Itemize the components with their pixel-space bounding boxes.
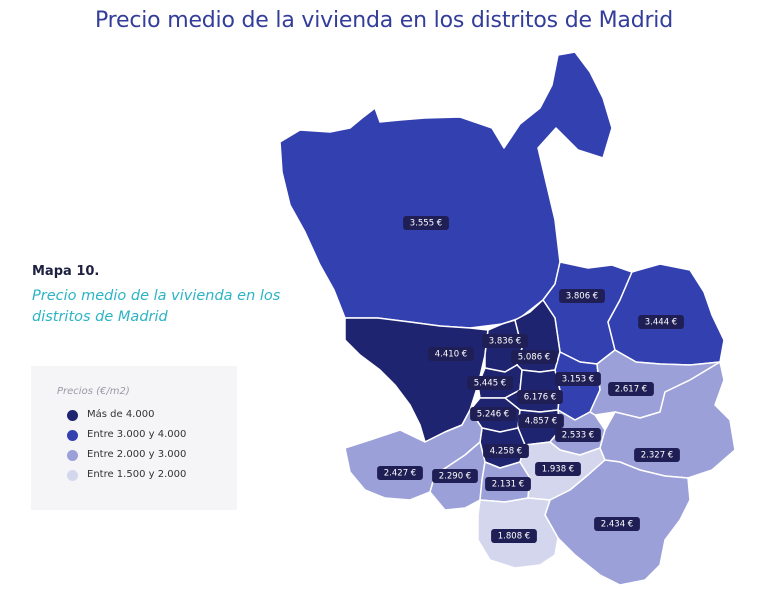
price-label-text: 6.176 € [524, 393, 556, 403]
price-label-background [403, 216, 449, 230]
price-label-text: 3.444 € [645, 318, 677, 328]
price-label-text: 2.434 € [601, 520, 633, 530]
price-label-fuencarral: 3.555 € [403, 216, 449, 230]
price-label-background [634, 448, 680, 462]
price-label-text: 3.555 € [410, 219, 442, 229]
price-label-background [638, 315, 684, 329]
price-label-background [555, 372, 601, 386]
price-label-text: 2.617 € [615, 385, 647, 395]
price-label-text: 2.533 € [562, 431, 594, 441]
price-label-villa-vallecas: 2.434 € [594, 517, 640, 531]
legend: Precios (€/m2) Más de 4.000 Entre 3.000 … [31, 366, 237, 510]
price-label-ciudad-lineal: 3.153 € [555, 372, 601, 386]
legend-item-label: Más de 4.000 [87, 409, 155, 420]
price-label-usera: 2.131 € [485, 477, 531, 491]
price-label-centro: 5.246 € [470, 407, 516, 421]
legend-item-label: Entre 3.000 y 4.000 [87, 429, 187, 440]
price-label-villaverde: 1.808 € [491, 529, 537, 543]
price-label-text: 1.808 € [498, 532, 530, 542]
price-label-background [428, 347, 474, 361]
price-label-text: 5.246 € [477, 410, 509, 420]
price-label-background [491, 529, 537, 543]
price-label-background [518, 414, 564, 428]
price-label-retiro: 4.857 € [518, 414, 564, 428]
price-label-moratalaz: 2.533 € [555, 428, 601, 442]
price-label-text: 2.131 € [492, 480, 524, 490]
price-label-text: 4.857 € [525, 417, 557, 427]
price-label-background [482, 334, 528, 348]
price-label-vicalvaro: 2.327 € [634, 448, 680, 462]
price-label-puente-vallecas: 1.938 € [535, 462, 581, 476]
price-label-text: 3.153 € [562, 375, 594, 385]
legend-swatch [67, 430, 78, 441]
price-label-text: 2.427 € [384, 469, 416, 479]
price-label-text: 4.410 € [435, 350, 467, 360]
price-label-background [535, 462, 581, 476]
price-label-arganzuela: 4.258 € [483, 444, 529, 458]
price-label-chamartin: 5.086 € [511, 350, 557, 364]
price-label-text: 2.290 € [439, 472, 471, 482]
price-label-text: 3.806 € [566, 292, 598, 302]
legend-title: Precios (€/m2) [57, 386, 130, 397]
legend-item-label: Entre 1.500 y 2.000 [87, 469, 187, 480]
price-labels: 3.555 € 3.806 € 3.444 € 4.410 € 3.836 € 5.086… [377, 216, 684, 543]
map-number-label: Mapa 10. [32, 264, 100, 279]
price-label-text: 5.086 € [518, 353, 550, 363]
price-label-background [470, 407, 516, 421]
price-label-tetuan: 3.836 € [482, 334, 528, 348]
legend-item-label: Entre 2.000 y 3.000 [87, 449, 187, 460]
price-label-text: 5.445 € [474, 379, 506, 389]
legend-swatch [67, 410, 78, 421]
price-label-hortaleza: 3.806 € [559, 289, 605, 303]
price-label-latina: 2.427 € [377, 466, 423, 480]
price-label-san-blas: 2.617 € [608, 382, 654, 396]
legend-swatch [67, 450, 78, 461]
price-label-carabanchel: 2.290 € [432, 469, 478, 483]
price-label-background [377, 466, 423, 480]
price-label-background [483, 444, 529, 458]
price-label-barajas: 3.444 € [638, 315, 684, 329]
map-subtitle: Precio medio de la vivienda en los distr… [32, 288, 281, 325]
price-label-background [555, 428, 601, 442]
price-label-background [594, 517, 640, 531]
price-label-moncloa: 4.410 € [428, 347, 474, 361]
price-label-text: 3.836 € [489, 337, 521, 347]
price-label-background [485, 477, 531, 491]
price-label-salamanca: 6.176 € [517, 390, 563, 404]
page-title: Precio medio de la vivienda en los distr… [94, 8, 673, 33]
price-label-background [432, 469, 478, 483]
price-label-text: 2.327 € [641, 451, 673, 461]
price-label-background [511, 350, 557, 364]
price-label-background [559, 289, 605, 303]
price-label-background [608, 382, 654, 396]
legend-swatch [67, 470, 78, 481]
price-label-chamberi: 5.445 € [467, 376, 513, 390]
price-label-background [467, 376, 513, 390]
price-label-background [517, 390, 563, 404]
price-label-text: 4.258 € [490, 447, 522, 457]
price-label-text: 1.938 € [542, 465, 574, 475]
